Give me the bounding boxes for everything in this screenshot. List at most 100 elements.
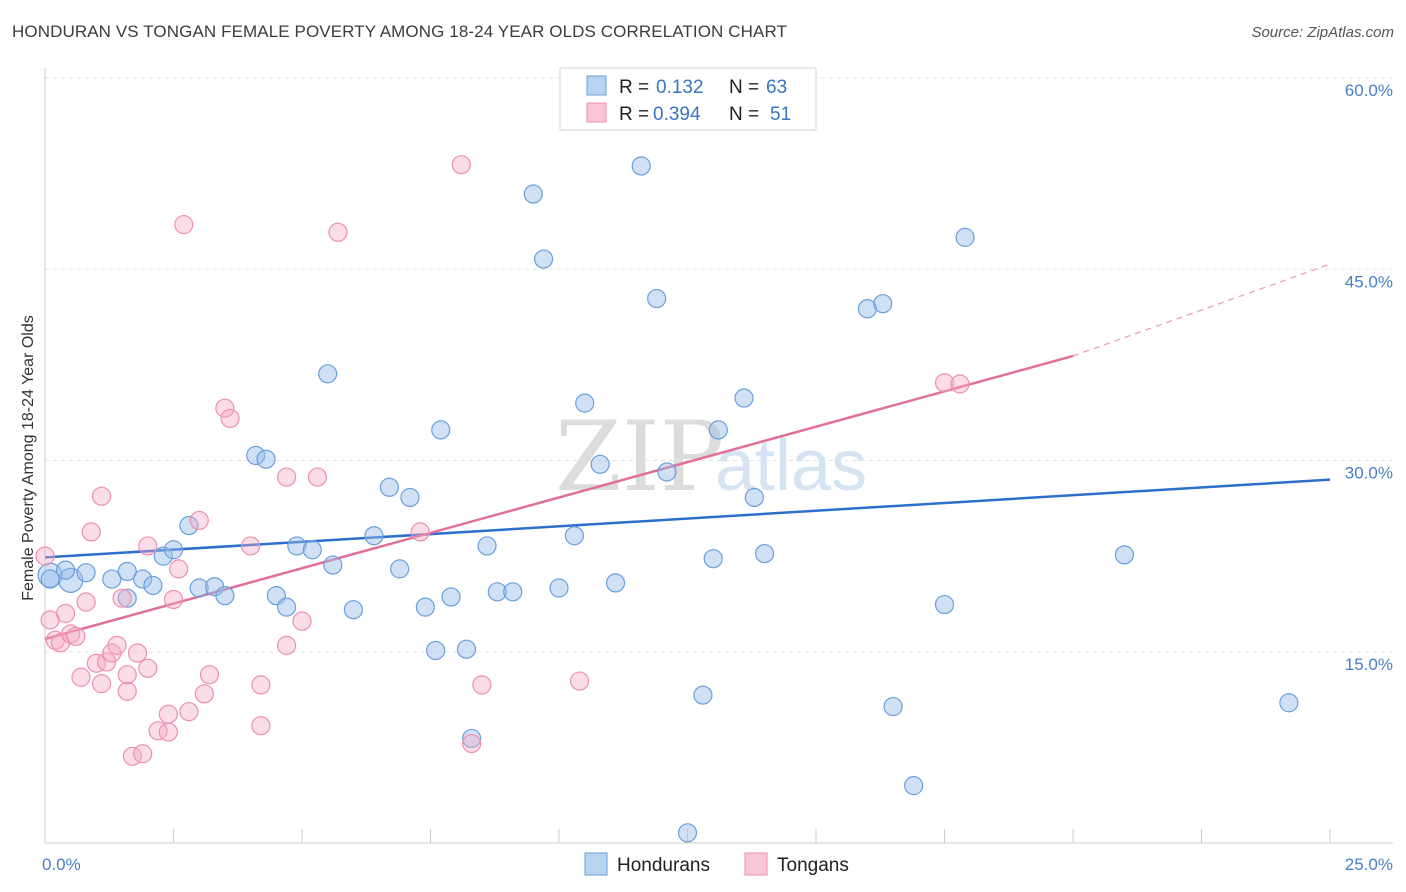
tongan-point-33 <box>199 665 220 685</box>
tongan-point-36 <box>241 536 261 556</box>
tongan-point-43 <box>328 222 348 242</box>
watermark-atlas: atlas <box>715 426 867 506</box>
tongan-point-13 <box>97 652 117 672</box>
honduran-point-56 <box>904 776 924 796</box>
tongan-point-20 <box>127 643 148 663</box>
gridlines <box>45 77 1393 653</box>
tongan-point-45 <box>451 155 471 175</box>
honduran-point-44 <box>647 288 667 309</box>
honduran-point-21 <box>323 555 343 575</box>
honduran-point-43 <box>631 156 651 176</box>
bottom-legend-hondurans: Hondurans <box>617 855 710 876</box>
tongan-point-32 <box>194 684 214 704</box>
honduran-point-35 <box>503 582 523 602</box>
honduran-point-57 <box>934 594 955 615</box>
honduran-point-31 <box>456 639 477 659</box>
tongan-point-10 <box>86 653 107 673</box>
legend-n-label-tongans: N = <box>729 104 759 125</box>
chart-title: HONDURAN VS TONGAN FEMALE POVERTY AMONG … <box>12 22 788 41</box>
legend-box: R = 0.132 N = 63 R = 0.394 N = 51 <box>559 67 817 131</box>
honduran-point-13 <box>215 586 235 606</box>
tongan-point-26 <box>158 722 178 742</box>
legend-swatch-hondurans <box>586 75 607 96</box>
tongan-point-27 <box>163 589 184 610</box>
chart-source: Source: ZipAtlas.com <box>1251 24 1394 41</box>
honduran-point-10 <box>179 515 199 536</box>
tongan-point-18 <box>117 665 137 685</box>
tongan-point-49 <box>934 373 955 393</box>
bottom-legend-swatch-tongans <box>744 852 768 876</box>
legend-r-value-tongans: 0.394 <box>653 104 701 125</box>
y-tick-label-2: 45.0% <box>1345 272 1393 291</box>
x-tick-labels: 0.0% 25.0% <box>42 855 1393 874</box>
tongan-trend-extension <box>1072 263 1331 357</box>
honduran-point-7 <box>143 575 163 596</box>
tongan-point-50 <box>950 374 970 394</box>
honduran-point-55 <box>883 696 903 717</box>
honduran-point-23 <box>364 526 384 546</box>
tongan-point-35 <box>220 408 240 429</box>
honduran-point-37 <box>533 249 554 269</box>
tongan-point-37 <box>251 716 271 736</box>
tongan-point-41 <box>292 611 312 631</box>
honduran-point-54 <box>873 294 893 314</box>
honduran-point-58 <box>955 227 975 247</box>
bottom-legend: Hondurans Tongans <box>584 852 849 876</box>
honduran-point-33 <box>477 536 497 556</box>
honduran-point-28 <box>426 640 446 661</box>
tongan-point-31 <box>189 510 209 531</box>
honduran-point-38 <box>549 578 569 598</box>
honduran-point-15 <box>256 449 276 469</box>
honduran-point-17 <box>276 597 297 617</box>
watermark-zip: ZIP <box>555 401 724 513</box>
tongan-point-5 <box>61 624 81 644</box>
honduran-point-3 <box>102 569 122 589</box>
tongan-point-44 <box>410 522 430 542</box>
honduran-point-8 <box>153 546 173 566</box>
tongan-point-4 <box>55 603 76 624</box>
honduran-point-2 <box>76 563 96 583</box>
tongan-point-28 <box>169 559 189 579</box>
tongan-point-11 <box>91 674 112 694</box>
x-tick-label-0: 0.0% <box>42 855 81 874</box>
bottom-legend-swatch-hondurans <box>584 852 608 876</box>
honduran-point-41 <box>590 454 610 474</box>
y-axis-title: Female Poverty Among 18-24 Year Olds <box>20 315 37 601</box>
tongan-point-22 <box>138 536 158 556</box>
honduran-point-40 <box>575 393 595 413</box>
honduran-point-6 <box>133 569 153 589</box>
legend-n-value-hondurans: 63 <box>766 77 787 98</box>
honduran-point-4 <box>117 561 137 582</box>
legend-swatch-tongans <box>586 102 607 123</box>
honduran-point-19 <box>302 540 322 560</box>
honduran-point-39 <box>564 526 585 546</box>
honduran-point-20 <box>318 364 338 384</box>
tongan-point-40 <box>276 467 297 487</box>
honduran-point-14 <box>246 445 266 465</box>
tongan-point-12 <box>91 486 112 506</box>
tongan-point-30 <box>179 702 199 722</box>
honduran-point-32 <box>462 728 482 749</box>
y-tick-label-1: 30.0% <box>1345 464 1393 483</box>
honduran-point-11 <box>189 578 209 598</box>
honduran-point-46 <box>677 823 698 843</box>
honduran-point-34 <box>487 582 507 602</box>
honduran-point-60 <box>1279 693 1299 713</box>
tongan-point-38 <box>251 675 271 695</box>
tongan-point-25 <box>158 704 178 724</box>
honduran-point-42 <box>605 573 626 593</box>
honduran-point-5 <box>117 588 137 608</box>
tongan-point-23 <box>138 658 158 678</box>
tongan-point-17 <box>117 681 137 701</box>
tongan-point-6 <box>66 626 86 647</box>
tongan-point-15 <box>107 635 127 655</box>
honduran-point-47 <box>693 685 713 705</box>
tongan-point-21 <box>133 744 153 764</box>
watermark: ZIP atlas <box>555 401 867 513</box>
y-tick-label-3: 60.0% <box>1345 81 1393 100</box>
honduran-point-48 <box>703 549 723 569</box>
honduran-point-30 <box>441 587 461 607</box>
tongan-point-42 <box>307 467 328 487</box>
honduran-point-18 <box>287 536 307 556</box>
